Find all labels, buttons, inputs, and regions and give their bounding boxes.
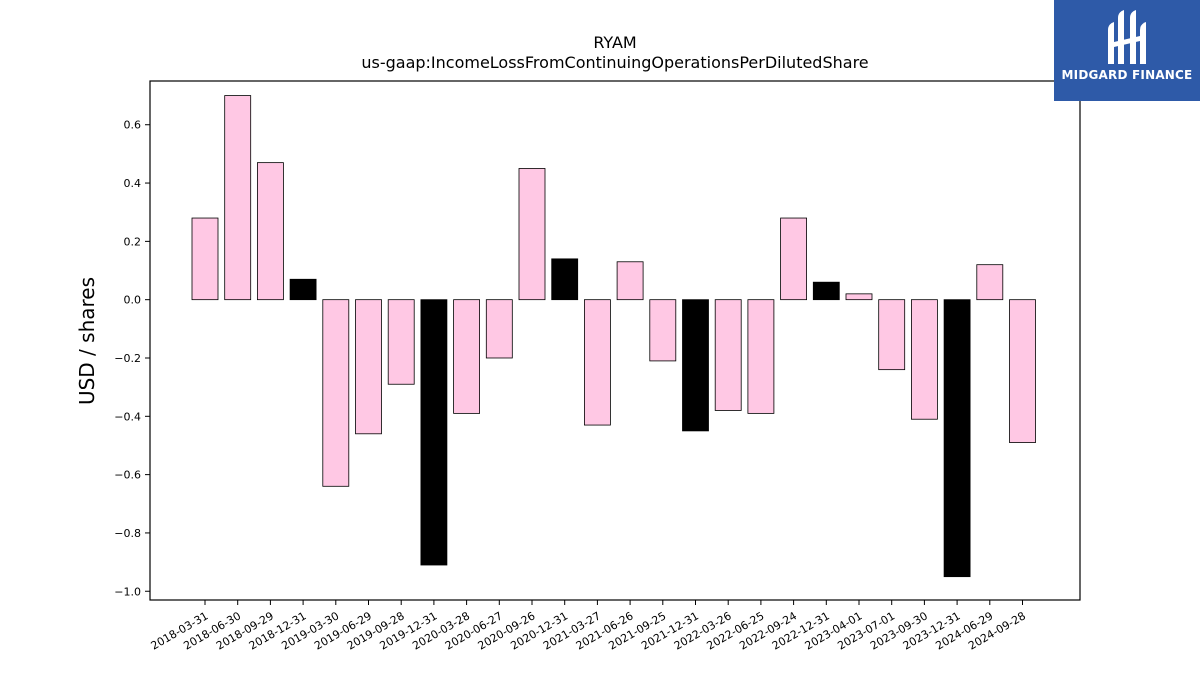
bar-2024-06-29 <box>976 264 1004 301</box>
bar-2019-09-28 <box>387 299 415 385</box>
bar-2018-06-30 <box>224 95 252 301</box>
y-tick-label: −0.6 <box>114 469 141 482</box>
y-tick-label: 0.4 <box>124 177 142 190</box>
bar-2023-07-01 <box>878 299 906 371</box>
bar-2019-03-30 <box>322 299 350 487</box>
y-tick-label: −0.2 <box>114 352 141 365</box>
bar-2020-09-26 <box>518 168 546 301</box>
chart-subtitle: us-gaap:IncomeLossFromContinuingOperatio… <box>361 53 868 72</box>
brand-name: MIDGARD FINANCE <box>1061 68 1193 82</box>
bar-2020-06-27 <box>485 299 513 359</box>
bar-2021-06-26 <box>616 261 644 301</box>
y-tick-label: −0.8 <box>114 527 141 540</box>
y-ticks-group: −1.0 −0.8 −0.6 −0.4 −0.2 0.0 0.2 0.4 0.6 <box>114 119 150 598</box>
bar-2021-09-25 <box>649 299 677 362</box>
bar-2019-12-31 <box>420 299 448 566</box>
bar-2022-06-25 <box>747 299 775 414</box>
bar-2019-06-29 <box>355 299 382 435</box>
bar-2020-03-28 <box>453 299 481 414</box>
brand-logo: MIDGARD FINANCE <box>1054 0 1200 101</box>
bar-2023-12-31 <box>943 299 971 578</box>
y-tick-label: 0.6 <box>124 119 142 132</box>
y-axis-label: USD / shares <box>75 277 99 405</box>
y-tick-label: −1.0 <box>114 585 141 598</box>
bar-2021-03-27 <box>584 299 611 426</box>
bar-2022-12-31 <box>812 281 840 301</box>
bar-2021-12-31 <box>682 299 709 432</box>
y-tick-label: 0.2 <box>124 235 142 248</box>
chart-title: RYAM <box>593 33 636 52</box>
bars-group <box>191 95 1036 578</box>
bar-2018-09-29 <box>256 162 284 301</box>
plot-frame <box>149 80 1081 601</box>
x-ticks-group: 2018-03-312018-06-302018-09-292018-12-31… <box>149 600 1028 653</box>
midgard-logo-icon <box>1108 10 1146 64</box>
bar-2023-04-01 <box>845 293 873 301</box>
bar-2018-12-31 <box>289 278 317 301</box>
y-tick-label: 0.0 <box>124 294 142 307</box>
bar-2023-09-30 <box>911 299 938 420</box>
bar-2022-09-24 <box>780 217 807 301</box>
y-tick-label: −0.4 <box>114 410 141 423</box>
bar-2020-12-31 <box>551 258 579 301</box>
bar-2018-03-31 <box>191 217 219 301</box>
bar-2024-09-28 <box>1009 299 1036 443</box>
bar-2022-03-26 <box>714 299 742 411</box>
